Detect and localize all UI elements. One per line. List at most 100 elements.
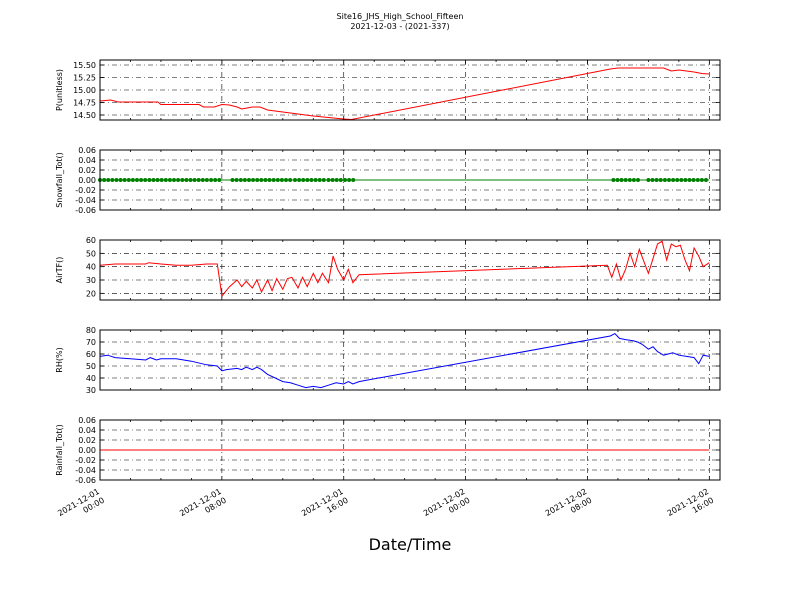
data-point	[176, 178, 181, 182]
data-point	[284, 178, 288, 182]
data-point	[679, 178, 684, 182]
data-point	[255, 178, 260, 182]
data-point	[188, 178, 193, 182]
data-point	[687, 178, 692, 182]
y-tick-label: 0.02	[78, 436, 96, 445]
data-point	[172, 178, 176, 182]
x-tick-label: 2021-12-0100:00	[56, 487, 106, 527]
data-point	[143, 178, 148, 182]
data-point	[267, 178, 272, 182]
chart-title-line1: Site16_JHS_High_School_Fifteen	[337, 12, 464, 21]
data-point	[667, 178, 671, 182]
data-point	[135, 178, 139, 182]
data-point	[611, 178, 616, 182]
data-point	[293, 178, 297, 182]
y-tick-label: 0.04	[78, 426, 96, 435]
data-point	[114, 178, 119, 182]
y-tick-label: 0.02	[78, 166, 96, 175]
data-point	[180, 178, 185, 182]
y-tick-label: -0.04	[75, 466, 96, 475]
panel-5: -0.06-0.04-0.020.000.020.040.06 Rainfall_…	[55, 416, 721, 485]
x-tick-labels: 2021-12-0100:00 2021-12-0108:00 2021-12-01…	[56, 487, 716, 527]
data-point	[209, 178, 214, 182]
data-point	[102, 178, 107, 182]
y-tick-label: 0.06	[78, 146, 96, 155]
y-tick-label: -0.04	[75, 196, 96, 205]
data-point	[151, 178, 156, 182]
plot-frame	[99, 149, 721, 211]
y-tick-label: 0.04	[78, 156, 96, 165]
data-point	[623, 178, 628, 182]
y-tick-label: -0.06	[75, 206, 96, 215]
y-tick-label: 15.50	[73, 61, 96, 70]
data-point	[305, 178, 310, 182]
y-tick-label: -0.06	[75, 476, 96, 485]
y-tick-label: 15.00	[73, 86, 96, 95]
y-tick-label: 0.00	[78, 176, 96, 185]
data-point	[130, 178, 135, 182]
data-point	[139, 178, 144, 182]
y-axis-label: P(unitless)	[55, 69, 64, 111]
series-line	[99, 332, 710, 389]
data-point	[263, 178, 268, 182]
data-point	[242, 178, 247, 182]
chart-title-line2: 2021-12-03 - (2021-337)	[350, 22, 449, 31]
x-tick-label: 2021-12-0116:00	[300, 487, 350, 527]
data-point	[279, 178, 284, 182]
data-point	[338, 178, 343, 182]
data-point	[313, 178, 318, 182]
data-point	[271, 178, 276, 182]
data-point	[192, 178, 197, 182]
x-axis-label: Date/Time	[369, 535, 452, 554]
data-point	[671, 178, 676, 182]
data-point	[321, 178, 326, 182]
data-point	[259, 178, 264, 182]
data-point	[217, 178, 222, 182]
y-axis-label: Snowfall_Tot()	[55, 152, 64, 208]
y-tick-label: 30	[86, 276, 96, 285]
data-point	[247, 178, 251, 182]
panels-group: 14.50 14.75 15.00 15.25 15.50 P(unitless) -0.0…	[55, 59, 721, 485]
data-point	[317, 178, 322, 182]
y-tick-label: 80	[86, 326, 96, 335]
data-point	[238, 178, 243, 182]
data-point	[122, 178, 127, 182]
y-tick-label: 14.50	[73, 111, 96, 120]
y-tick-label: 40	[86, 374, 96, 383]
data-point	[326, 178, 331, 182]
data-point	[330, 178, 335, 182]
data-point	[627, 178, 632, 182]
y-tick-label: 60	[86, 350, 96, 359]
data-point	[650, 178, 655, 182]
data-point	[159, 178, 164, 182]
data-point	[631, 178, 636, 182]
data-point	[106, 178, 111, 182]
data-point	[309, 178, 314, 182]
data-point	[213, 178, 218, 182]
data-point	[297, 178, 302, 182]
data-point	[334, 178, 339, 182]
panel-3: 20 30 40 50 60 AirTF()	[55, 236, 721, 301]
x-tick-label: 2021-12-0216:00	[666, 487, 716, 527]
data-point	[155, 178, 160, 182]
y-tick-label: 50	[86, 249, 96, 258]
y-axis-label: RH(%)	[55, 347, 64, 372]
data-point	[196, 178, 201, 182]
y-tick-label: 15.25	[73, 74, 96, 83]
panel-2: -0.06-0.04-0.020.000.020.040.06 Snowfall_…	[55, 146, 721, 215]
y-tick-label: -0.02	[75, 456, 96, 465]
series-line	[99, 240, 710, 298]
x-tick-label: 2021-12-0208:00	[544, 487, 594, 527]
data-point	[301, 178, 306, 182]
data-point	[636, 178, 640, 182]
y-tick-label: 0.06	[78, 416, 96, 425]
panel-1: 14.50 14.75 15.00 15.25 15.50 P(unitless)	[55, 59, 721, 121]
x-tick-label: 2021-12-0200:00	[422, 487, 472, 527]
y-tick-label: 0.00	[78, 446, 96, 455]
data-point	[691, 178, 696, 182]
data-point	[204, 178, 209, 182]
data-point	[347, 178, 352, 182]
plot-frame	[99, 239, 721, 301]
data-point	[163, 178, 168, 182]
